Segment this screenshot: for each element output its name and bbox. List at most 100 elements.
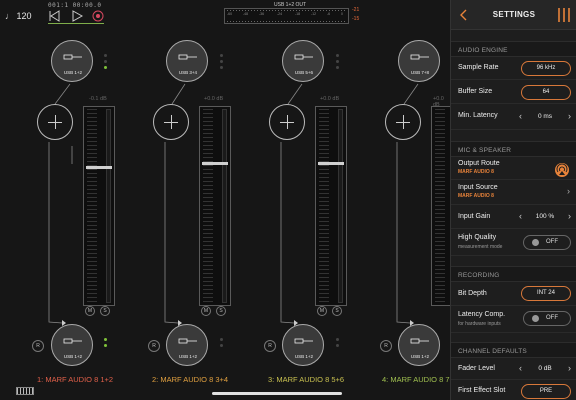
peak-right: -15: [352, 16, 360, 22]
output-activity-dots: [104, 338, 108, 350]
input-node-ch4[interactable]: USB 7+8: [398, 40, 440, 82]
channel-name-ch1[interactable]: 1: MARF AUDIO 8 1+2: [37, 375, 114, 384]
mute-button-ch3[interactable]: M: [317, 306, 327, 316]
meter-tick: -12: [311, 12, 317, 16]
output-node-ch1[interactable]: USB 1+2: [51, 324, 93, 366]
fader-ch2[interactable]: [199, 106, 231, 306]
output-activity-dots: [220, 338, 224, 350]
record-icon: [92, 10, 104, 22]
min-latency-label: Min. Latency: [458, 112, 498, 119]
record-button[interactable]: [92, 10, 104, 22]
input-node-ch3[interactable]: USB 5+6: [282, 40, 324, 82]
section-audio-engine: AUDIO ENGINE: [451, 41, 576, 57]
first-effect-button[interactable]: PRE: [521, 384, 571, 399]
tempo-display[interactable]: ♩ 120: [5, 11, 32, 21]
decrement-chevron-icon[interactable]: ‹: [519, 111, 522, 121]
add-effect-button-ch2[interactable]: [153, 104, 189, 140]
input-gain-value: 100 %: [535, 213, 555, 220]
record-arm-button-ch2[interactable]: R: [148, 340, 160, 352]
input-activity-dots: [220, 54, 224, 72]
output-node-ch2[interactable]: USB 1+2: [166, 324, 208, 366]
input-source-row[interactable]: Input Source MARF AUDIO 8 ›: [451, 180, 576, 205]
decrement-chevron-icon[interactable]: ‹: [519, 211, 522, 221]
usb-plug-icon: [294, 54, 313, 60]
fader-ch1[interactable]: [83, 106, 115, 306]
increment-chevron-icon[interactable]: ›: [568, 211, 571, 221]
channel-name-ch2[interactable]: 2: MARF AUDIO 8 3+4: [152, 375, 229, 384]
output-node-ch3[interactable]: USB 1+2: [282, 324, 324, 366]
mute-button-ch2[interactable]: M: [201, 306, 211, 316]
buffer-size-row: Buffer Size 64: [451, 80, 576, 104]
solo-button-ch1[interactable]: S: [100, 306, 110, 316]
output-meter-label: USB 1+2 OUT: [274, 2, 307, 8]
gain-readout-ch2: +0.0 dB: [204, 96, 224, 102]
high-quality-sub: measurement mode: [458, 244, 503, 250]
min-latency-row: Min. Latency ‹ 0 ms ›: [451, 104, 576, 130]
buffer-size-button[interactable]: 64: [521, 85, 571, 100]
output-node-ch4[interactable]: USB 1+2: [398, 324, 440, 366]
keyboard-icon[interactable]: [16, 387, 34, 395]
bit-depth-button[interactable]: INT 24: [521, 286, 571, 301]
fader-handle-ch1[interactable]: [86, 166, 112, 169]
input-gain-stepper[interactable]: ‹ 100 % ›: [519, 210, 571, 224]
meter-tick: -60: [227, 12, 233, 16]
increment-chevron-icon[interactable]: ›: [568, 363, 571, 373]
output-route-label: Output Route: [458, 160, 500, 167]
output-route-row[interactable]: Output Route MARF AUDIO 8: [451, 157, 576, 180]
solo-button-ch3[interactable]: S: [332, 306, 342, 316]
output-activity-dots: [336, 338, 340, 350]
section-recording: RECORDING: [451, 266, 576, 282]
back-chevron-icon[interactable]: [459, 9, 467, 21]
sample-rate-label: Sample Rate: [458, 64, 499, 71]
input-node-ch2[interactable]: USB 3+4: [166, 40, 208, 82]
high-quality-label: High Quality: [458, 234, 497, 241]
solo-button-ch2[interactable]: S: [216, 306, 226, 316]
sample-rate-button[interactable]: 96 kHz: [521, 61, 571, 76]
input-node-ch1[interactable]: USB 1+2: [51, 40, 93, 82]
high-quality-toggle[interactable]: OFF: [523, 235, 571, 250]
rewind-button[interactable]: [48, 10, 60, 22]
fader-handle-ch3[interactable]: [318, 162, 344, 165]
fader-handle-ch2[interactable]: [202, 162, 228, 165]
output-meter: -60 -48 -36 -24 -18 -12 -6 0: [224, 8, 349, 24]
timeline-indicator: [48, 23, 104, 24]
chevron-right-icon: ›: [567, 186, 570, 196]
add-effect-button-ch3[interactable]: [269, 104, 305, 140]
transport-bar: ♩ 120 001:1 00:00.0 USB 1+2 OUT -60 -48 …: [0, 0, 450, 34]
mixer-sliders-icon[interactable]: [557, 7, 571, 23]
section-title: CHANNEL DEFAULTS: [458, 348, 527, 355]
record-arm-button-ch4[interactable]: R: [380, 340, 392, 352]
rewind-icon: [49, 10, 60, 22]
add-effect-button-ch1[interactable]: [37, 104, 73, 140]
input-node-label: USB 7+8: [410, 70, 430, 75]
play-button[interactable]: [71, 10, 83, 22]
fader-scale: [87, 109, 97, 303]
increment-chevron-icon[interactable]: ›: [568, 111, 571, 121]
settings-header: SETTINGS: [451, 0, 576, 30]
record-arm-button-ch3[interactable]: R: [264, 340, 276, 352]
record-arm-button-ch1[interactable]: R: [32, 340, 44, 352]
decrement-chevron-icon[interactable]: ‹: [519, 363, 522, 373]
meter-bar-right: [227, 21, 347, 22]
high-quality-row: High Quality measurement mode OFF: [451, 229, 576, 256]
fader-scale: [203, 109, 213, 303]
level-meter: [106, 109, 111, 303]
fader-level-value: 0 dB: [538, 365, 552, 372]
fader-ch3[interactable]: [315, 106, 347, 306]
buffer-size-label: Buffer Size: [458, 88, 493, 95]
input-node-label: USB 5+6: [294, 70, 314, 75]
mute-button-ch1[interactable]: M: [85, 306, 95, 316]
channel-name-ch4[interactable]: 4: MARF AUDIO 8 7+8: [382, 375, 459, 384]
usb-plug-icon: [410, 338, 429, 344]
meter-tick: -48: [243, 12, 249, 16]
latency-comp-toggle[interactable]: OFF: [523, 311, 571, 326]
output-node-label: USB 1+2: [63, 354, 83, 359]
min-latency-value: 0 ms: [537, 113, 553, 120]
airplay-icon[interactable]: [555, 163, 569, 177]
add-effect-button-ch4[interactable]: [385, 104, 421, 140]
channel-name-ch3[interactable]: 3: MARF AUDIO 8 5+6: [268, 375, 345, 384]
usb-plug-icon: [178, 54, 197, 60]
fader-level-stepper[interactable]: ‹ 0 dB ›: [519, 362, 571, 376]
settings-title: SETTINGS: [492, 10, 536, 19]
min-latency-stepper[interactable]: ‹ 0 ms ›: [519, 110, 571, 124]
